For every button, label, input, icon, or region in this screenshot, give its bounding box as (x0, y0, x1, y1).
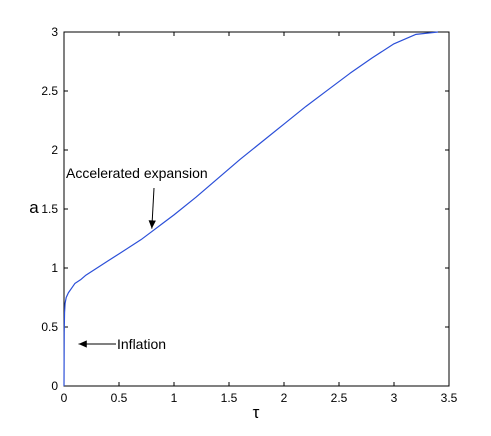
y-tick-label: 2 (51, 143, 58, 157)
x-tick-label: 2 (281, 391, 288, 405)
y-tick-label: 1 (51, 261, 58, 275)
x-tick-label: 0.5 (111, 391, 128, 405)
y-axis-label: a (29, 198, 39, 217)
annotation-arrow-head (148, 220, 156, 229)
annotation-inflation: Inflation (117, 336, 166, 352)
annotation-arrow-head (78, 340, 87, 348)
x-tick-label: 3.5 (441, 391, 458, 405)
plot-area: 0 0.5 1 1.5 2 2.5 3 3.5 0 0.5 1 1.5 2 2.5 3 Accelerated… (41, 25, 457, 405)
series-line (63, 31, 439, 387)
axes-frame (63, 31, 450, 387)
x-tick-label: 3 (391, 391, 398, 405)
x-axis-label: τ (253, 403, 260, 422)
y-tick-label: 0 (51, 379, 58, 393)
x-tick-label: 2.5 (331, 391, 348, 405)
y-tick-label: 1.5 (41, 202, 58, 216)
x-tick-label: 1 (171, 391, 178, 405)
x-tick-label: 0 (61, 391, 68, 405)
x-tick-label: 1.5 (221, 391, 238, 405)
annotation-accelerated-expansion: Accelerated expansion (66, 165, 208, 181)
y-tick-label: 3 (51, 25, 58, 39)
y-tick-label: 0.5 (41, 320, 58, 334)
y-tick-label: 2.5 (41, 84, 58, 98)
